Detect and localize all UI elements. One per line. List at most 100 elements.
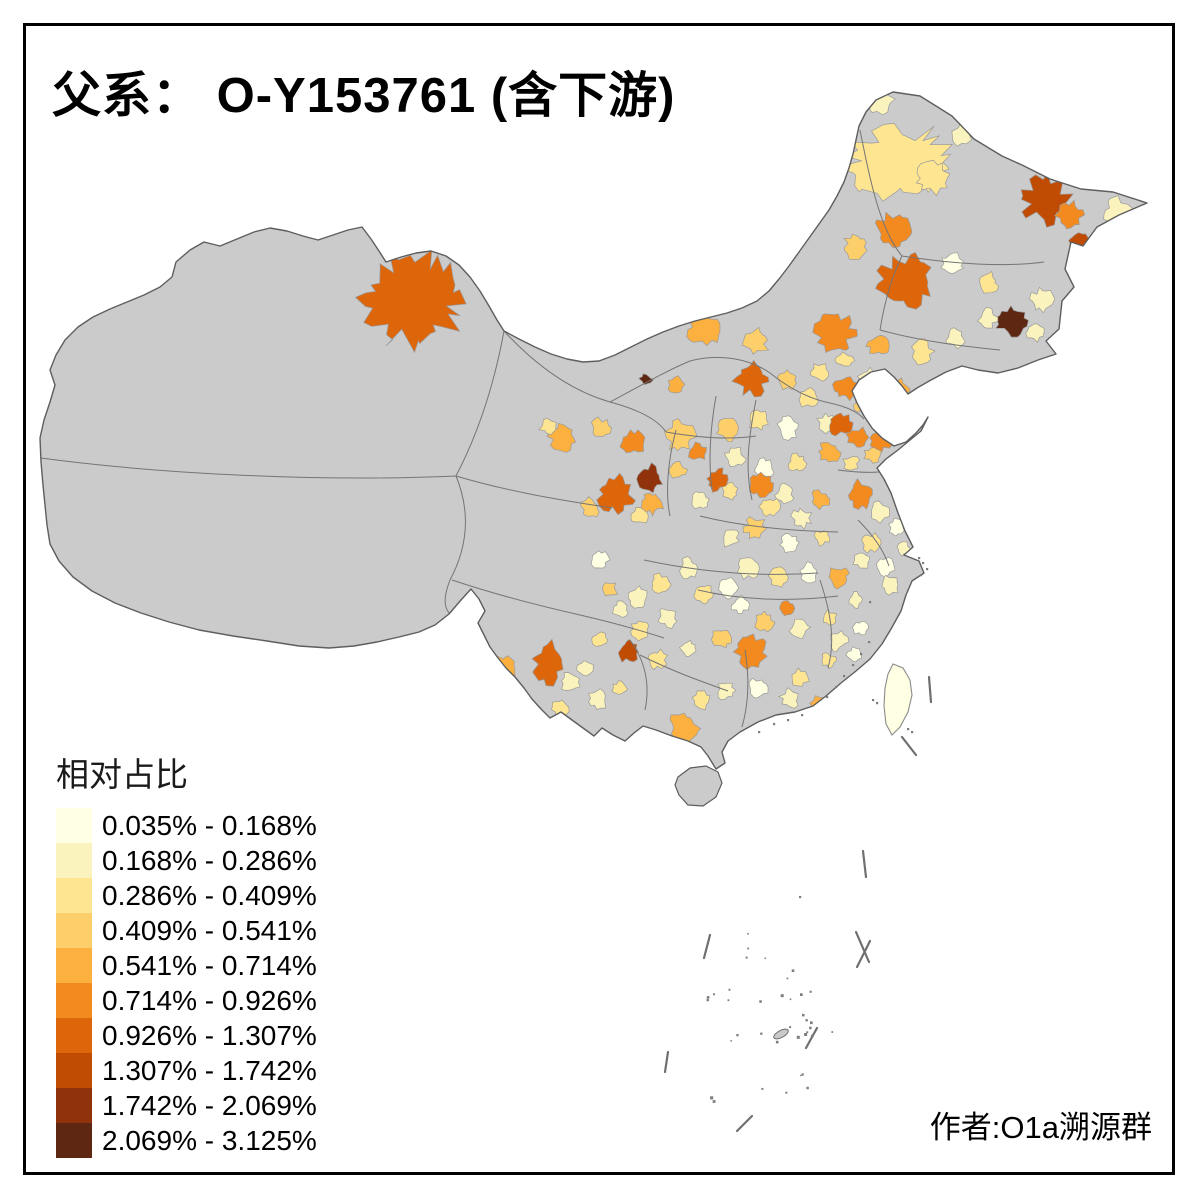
- legend-swatch-8: [56, 1053, 92, 1088]
- region-blob: [874, 211, 913, 248]
- legend-row: 0.035% - 0.168%: [56, 808, 317, 843]
- paracel-islet: [773, 1028, 789, 1040]
- region-blob: [818, 441, 842, 463]
- legend-rows: 0.035% - 0.168% 0.168% - 0.286% 0.286% - 0…: [56, 808, 317, 1158]
- region-blob: [812, 313, 858, 354]
- region-blob: [657, 608, 678, 629]
- legend-row: 0.926% - 1.307%: [56, 1018, 317, 1053]
- legend-label: 1.742% - 2.069%: [102, 1090, 317, 1121]
- legend-swatch-1: [56, 808, 92, 843]
- region-blob: [576, 660, 594, 677]
- legend-row: 0.286% - 0.409%: [56, 878, 317, 913]
- region-blob: [354, 249, 467, 354]
- region-blob: [798, 386, 819, 408]
- region-blob: [668, 461, 689, 479]
- region-blob: [669, 712, 702, 744]
- region-blob: [832, 376, 858, 402]
- region-blob: [811, 489, 831, 511]
- legend-label: 0.714% - 0.926%: [102, 985, 317, 1016]
- region-blob: [716, 417, 739, 443]
- region-blob: [611, 680, 628, 695]
- region-blob: [861, 532, 882, 554]
- legend-swatch-2: [56, 843, 92, 878]
- region-blob: [721, 481, 739, 501]
- legend-swatch-4: [56, 913, 92, 948]
- legend-row: 2.069% - 3.125%: [56, 1123, 317, 1158]
- region-blob: [842, 456, 861, 471]
- legend-label: 0.541% - 0.714%: [102, 950, 317, 981]
- region-blob: [828, 567, 850, 590]
- legend-label: 0.286% - 0.409%: [102, 880, 317, 911]
- region-blob: [630, 507, 649, 524]
- national-border: [39, 91, 1148, 770]
- region-blob: [829, 412, 854, 437]
- region-blob: [596, 472, 636, 516]
- region-blob: [691, 491, 710, 510]
- region-blob: [538, 417, 557, 436]
- region-blob: [911, 337, 936, 366]
- region-blob: [717, 682, 737, 701]
- legend-label: 0.409% - 0.541%: [102, 915, 317, 946]
- region-blob: [619, 429, 646, 454]
- region-blob: [651, 572, 672, 594]
- region-blob: [560, 672, 581, 691]
- region-blob: [852, 552, 870, 569]
- region-blob: [843, 233, 868, 260]
- region-blob: [887, 460, 906, 476]
- region-blob: [779, 533, 800, 553]
- region-blob: [788, 618, 812, 639]
- region-blob: [758, 498, 781, 517]
- legend-row: 0.409% - 0.541%: [56, 913, 317, 948]
- province-borders: [40, 129, 1045, 728]
- legend-swatch-3: [56, 878, 92, 913]
- region-blob: [774, 482, 795, 505]
- region-blob: [754, 610, 776, 633]
- region-blob: [848, 591, 863, 610]
- region-blob: [741, 326, 770, 355]
- region-blob: [979, 270, 1000, 294]
- legend-label: 0.035% - 0.168%: [102, 810, 317, 841]
- region-blob: [742, 516, 768, 539]
- region-blob: [612, 600, 629, 618]
- legend-label: 0.926% - 1.307%: [102, 1020, 317, 1051]
- region-blob: [640, 492, 664, 517]
- region-blob: [627, 585, 648, 609]
- region-blob: [1028, 286, 1056, 314]
- region-blob: [777, 687, 799, 709]
- region-blob: [588, 688, 606, 710]
- region-blob: [686, 313, 721, 346]
- region-blob: [591, 631, 608, 647]
- region-blob: [810, 363, 830, 382]
- region-blob: [667, 375, 686, 394]
- region-blob: [711, 630, 732, 649]
- region-blob: [688, 441, 707, 460]
- region-blob: [748, 677, 769, 699]
- region-blob: [723, 446, 747, 467]
- region-blob: [531, 638, 564, 687]
- legend-swatch-6: [56, 983, 92, 1018]
- region-blob: [590, 550, 611, 569]
- region-blob: [638, 373, 655, 386]
- region-blob: [852, 620, 869, 636]
- region-blob: [876, 556, 896, 578]
- region-blob: [918, 389, 935, 406]
- region-blob: [845, 426, 870, 448]
- region-blob: [847, 477, 873, 510]
- legend-row: 1.307% - 1.742%: [56, 1053, 317, 1088]
- region-blob: [805, 121, 842, 158]
- region-blob: [915, 159, 951, 197]
- region-blob: [976, 306, 999, 329]
- legend: 相对占比 0.035% - 0.168% 0.168% - 0.286% 0.286…: [56, 748, 317, 1158]
- region-blob: [875, 251, 932, 310]
- region-blob: [779, 600, 796, 617]
- region-blob: [749, 471, 774, 498]
- sea-boundary-dashes: [663, 675, 933, 1133]
- legend-title: 相对占比: [56, 756, 188, 793]
- attribution-text: 作者:O1a溯源群: [929, 1110, 1152, 1145]
- region-blob: [490, 655, 516, 682]
- legend-swatch-9: [56, 1088, 92, 1123]
- region-blob: [791, 667, 810, 687]
- region-blob: [865, 334, 890, 355]
- region-layer: [354, 92, 1135, 744]
- region-blob: [834, 351, 856, 367]
